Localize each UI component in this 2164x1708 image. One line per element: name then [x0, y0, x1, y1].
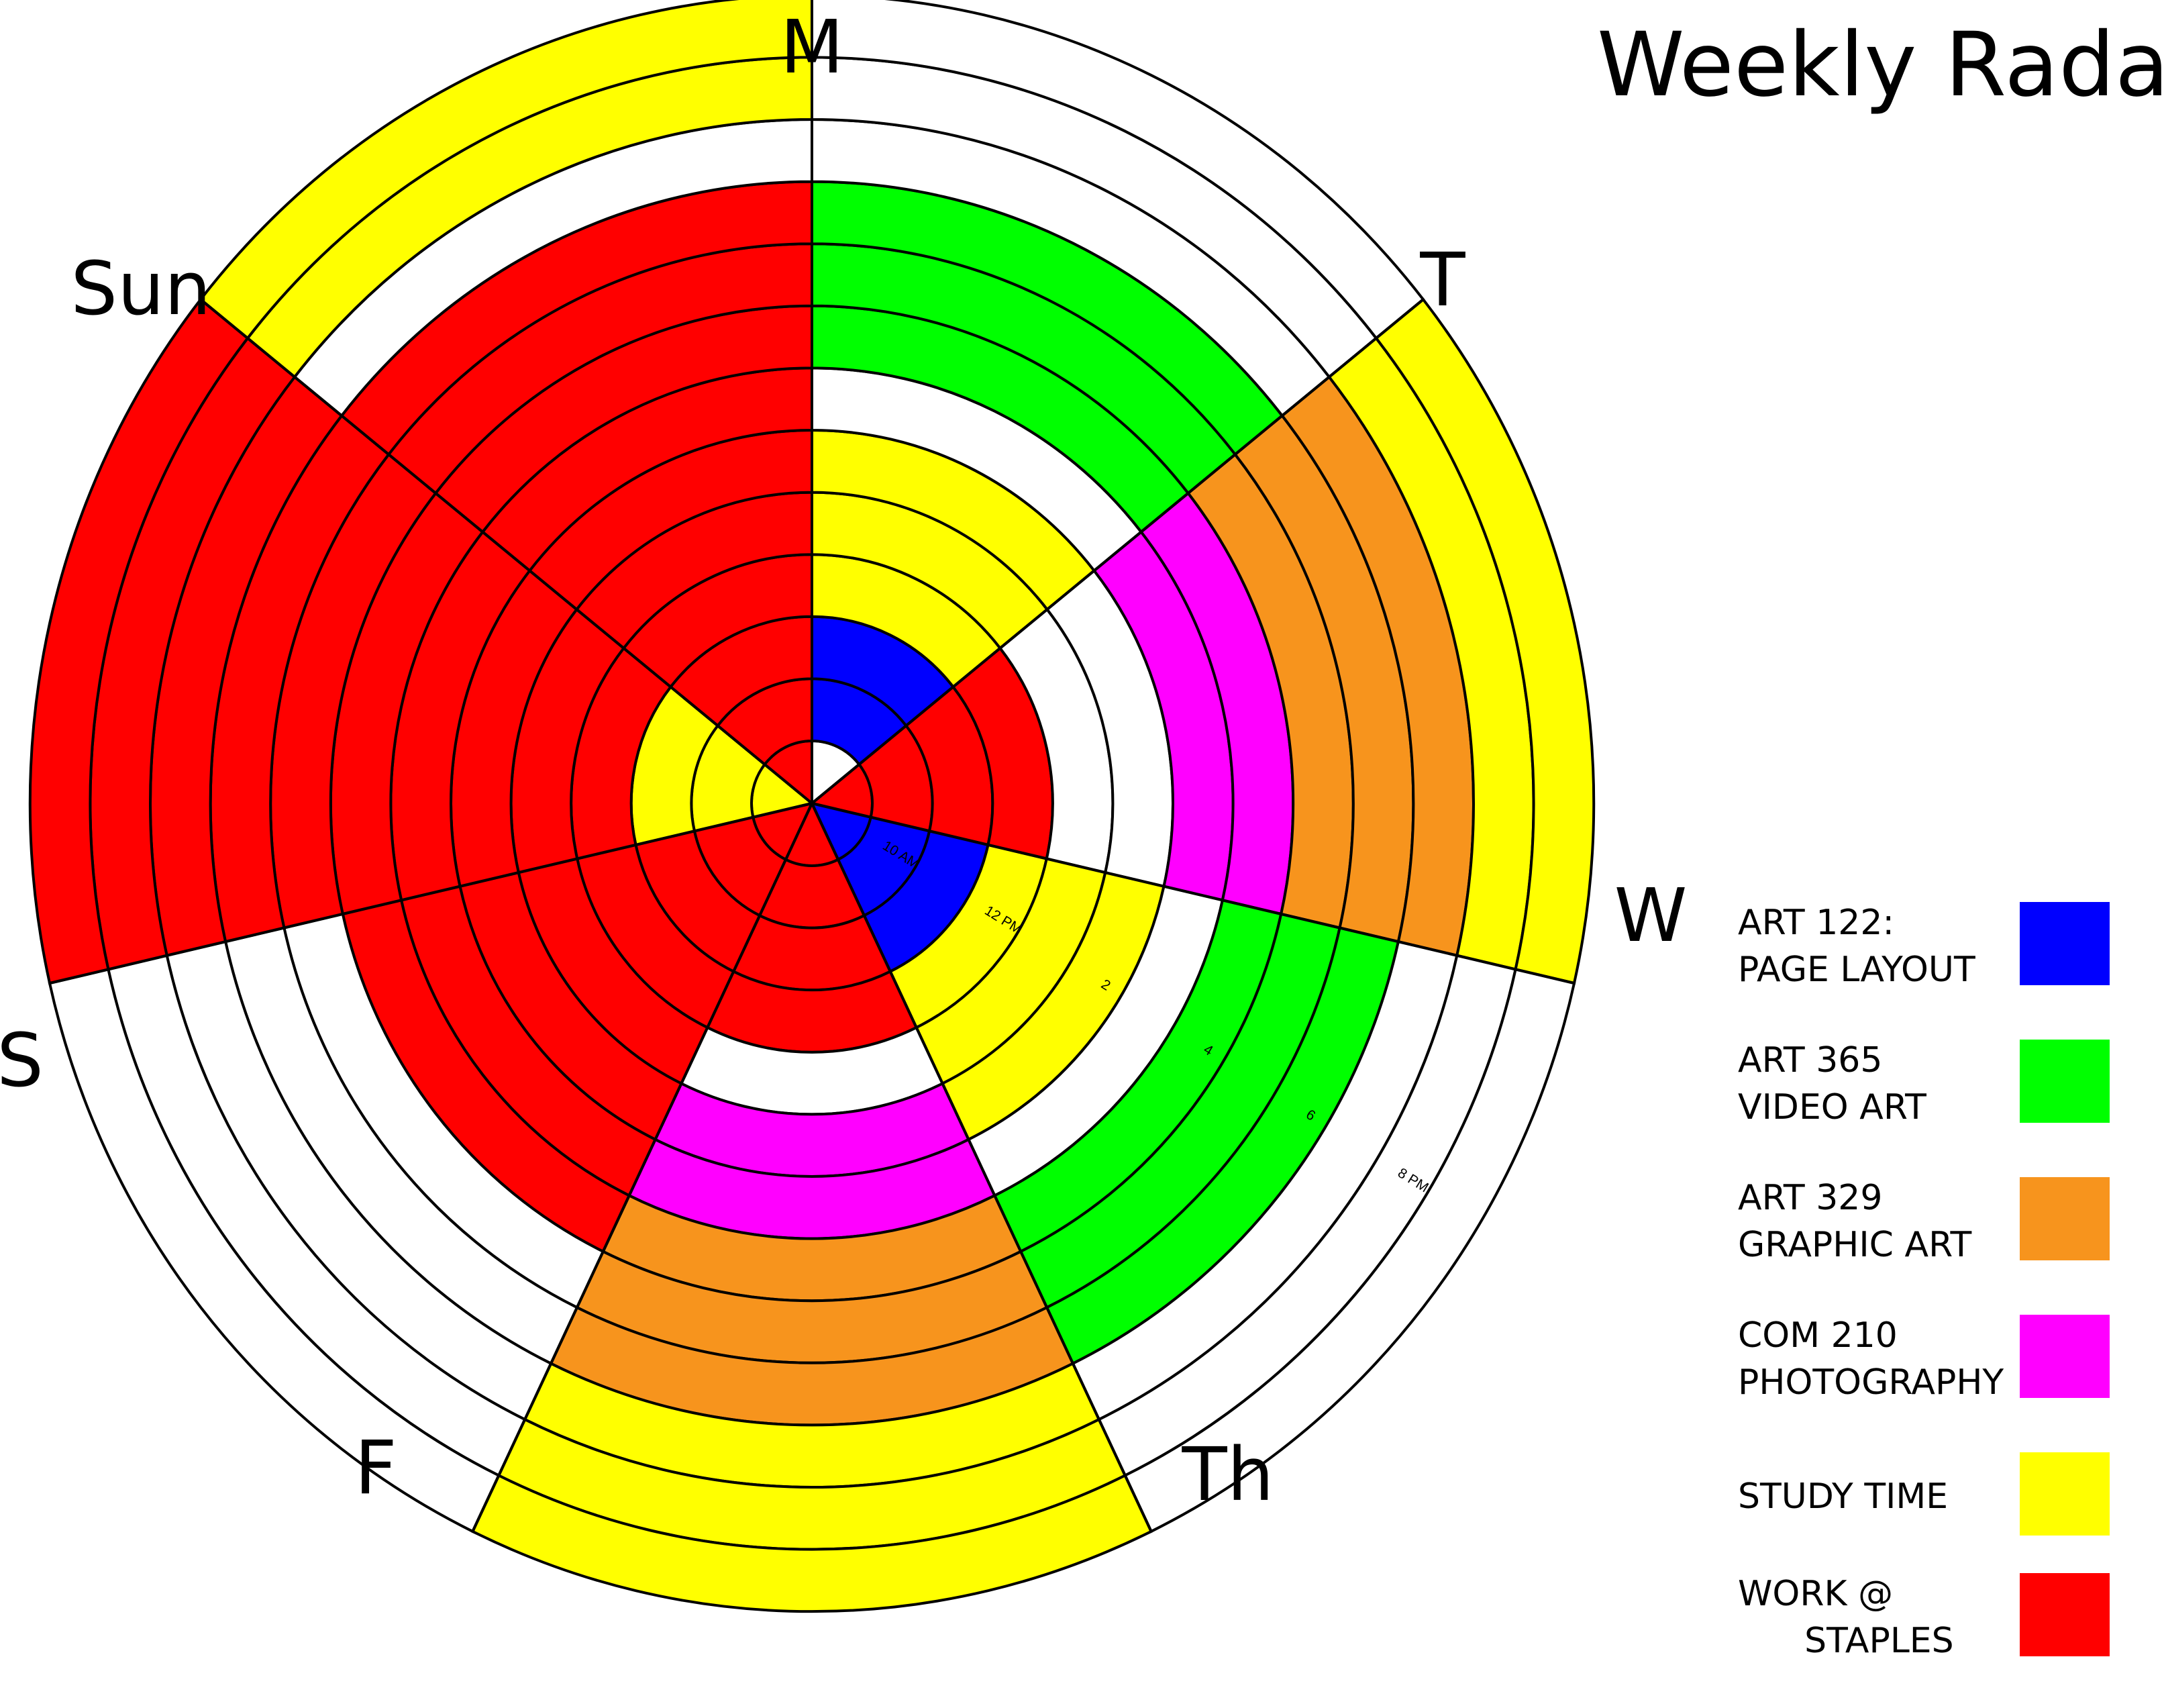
legend-item-work-staples: WORK @ STAPLES	[1738, 1570, 2141, 1708]
legend-label-line2: STAPLES	[1738, 1621, 1954, 1661]
segment-th-ring-2	[731, 913, 892, 992]
legend-swatch-art-365	[2020, 1040, 2110, 1123]
day-label-friday: F	[354, 1425, 397, 1511]
legend-swatch-art-122	[2020, 902, 2110, 985]
spoke-t	[811, 298, 1425, 805]
day-label-saturday: S	[0, 1017, 44, 1103]
radar-spokes	[49, 0, 1575, 1532]
legend-label-line2: PHOTOGRAPHY	[1738, 1362, 2004, 1403]
legend-item-com-210: COM 210 PHOTOGRAPHY	[1738, 1312, 2141, 1450]
legend-swatch-study-time	[2020, 1452, 2110, 1536]
day-label-wednesday: W	[1614, 872, 1688, 958]
legend-label-line2: GRAPHIC ART	[1738, 1225, 1972, 1265]
spoke-th	[811, 803, 1153, 1532]
legend-label-line1: ART 329	[1738, 1178, 1883, 1218]
spoke-sun	[199, 298, 813, 805]
legend-item-art-122: ART 122: PAGE LAYOUT	[1738, 899, 2141, 1037]
legend-swatch-art-329	[2020, 1177, 2110, 1260]
day-label-thursday: Th	[1182, 1431, 1274, 1517]
segment-sun-ring-12	[199, 0, 813, 340]
legend-label-line2: PAGE LAYOUT	[1738, 950, 1975, 990]
legend-swatch-com-210	[2020, 1315, 2110, 1398]
spoke-w	[811, 802, 1575, 985]
chart-title: Weekly Radar	[1597, 13, 2164, 117]
radar-segments	[28, 0, 1596, 1613]
spoke-s	[49, 802, 813, 985]
legend-item-study-time: STUDY TIME	[1738, 1450, 2141, 1570]
legend-label-line1: COM 210	[1738, 1315, 1898, 1356]
legend-swatch-work-staples	[2020, 1573, 2110, 1656]
legend-item-art-365: ART 365 VIDEO ART	[1738, 1037, 2141, 1174]
legend-label-line1: STUDY TIME	[1738, 1476, 1949, 1517]
day-label-monday: M	[780, 4, 844, 90]
legend-label-line1: ART 365	[1738, 1040, 1883, 1081]
legend-item-art-329: ART 329 GRAPHIC ART	[1738, 1174, 2141, 1312]
day-label-sunday: Sun	[70, 246, 211, 332]
spoke-f	[471, 803, 813, 1532]
legend-label-line1: ART 122:	[1738, 903, 1894, 943]
legend: ART 122: PAGE LAYOUT ART 365 VIDEO ART A…	[1738, 899, 2141, 1708]
legend-label-line2: VIDEO ART	[1738, 1087, 1926, 1127]
day-label-tuesday: T	[1419, 237, 1465, 323]
legend-label-line1: WORK @	[1738, 1574, 1894, 1614]
